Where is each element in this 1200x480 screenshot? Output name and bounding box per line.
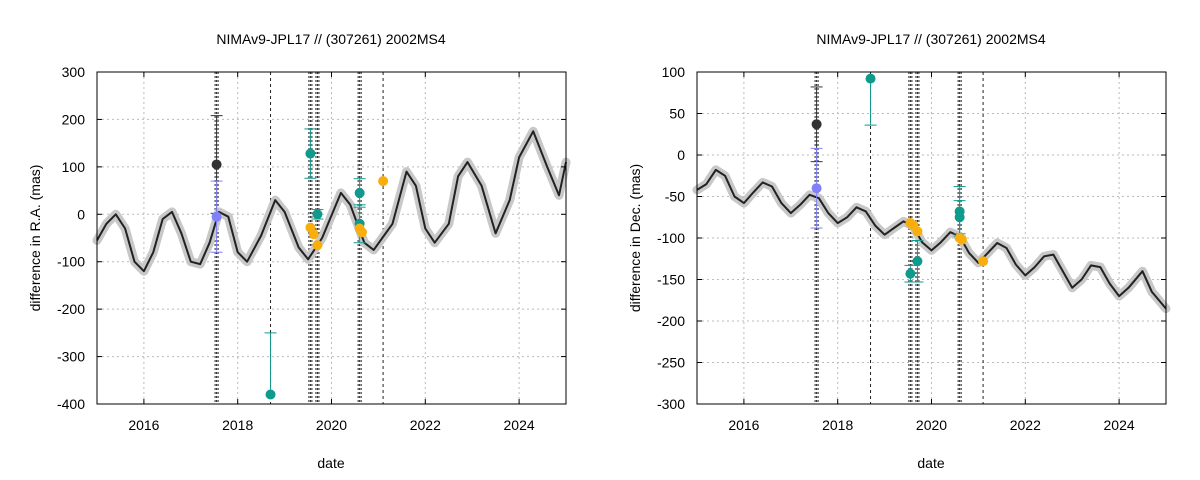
data-point-teal (354, 187, 365, 198)
y-tick-label: -100 (57, 254, 85, 270)
x-tick-label: 2020 (916, 417, 947, 433)
data-point-teal (905, 268, 916, 279)
y-tick-label: -400 (57, 396, 85, 412)
y-tick-label: -50 (665, 189, 685, 205)
data-point-orange (356, 227, 367, 238)
data-point-orange (378, 176, 389, 187)
data-point-orange (312, 240, 323, 251)
data-point-orange (308, 229, 319, 240)
model-curve (696, 168, 1167, 310)
x-tick-label: 2016 (728, 417, 759, 433)
data-points (210, 115, 389, 400)
y-tick-label: -200 (657, 313, 685, 329)
x-tick-label: 2016 (128, 417, 159, 433)
y-tick-label: 100 (62, 159, 86, 175)
y-tick-label: 0 (677, 147, 685, 163)
x-tick-label: 2018 (222, 417, 253, 433)
y-tick-label: 300 (62, 64, 86, 80)
y-tick-label: 50 (669, 106, 685, 122)
y-tick-label: -250 (657, 355, 685, 371)
x-axis-label: date (917, 455, 944, 471)
data-point-black (811, 119, 822, 130)
y-tick-label: -300 (57, 349, 85, 365)
y-tick-label: 200 (62, 111, 86, 127)
data-point-blue (811, 183, 822, 194)
y-tick-label: -300 (657, 396, 685, 412)
data-point-teal (265, 389, 276, 400)
data-points (810, 73, 989, 283)
chart-title: NIMAv9-JPL17 // (307261) 2002MS4 (216, 31, 446, 47)
axis-ticks: -300 -250 -200 -150 -100 -50 0 50 100 2016 2018 202… (657, 64, 1166, 433)
chart-title: NIMAv9-JPL17 // (307261) 2002MS4 (816, 31, 1046, 47)
x-tick-label: 2024 (504, 417, 535, 433)
data-point-teal (305, 148, 316, 159)
data-point-teal (954, 212, 965, 223)
data-point-teal (312, 209, 323, 220)
x-tick-label: 2020 (316, 417, 347, 433)
y-tick-label: -200 (57, 301, 85, 317)
x-tick-label: 2024 (1104, 417, 1135, 433)
gridlines (97, 72, 566, 404)
model-curve (96, 130, 567, 273)
x-tick-label: 2022 (1010, 417, 1041, 433)
event-lines (814, 72, 984, 404)
data-point-orange (912, 226, 923, 237)
data-point-orange (956, 234, 967, 245)
x-tick-label: 2018 (822, 417, 853, 433)
x-tick-label: 2022 (410, 417, 441, 433)
y-tick-label: -150 (657, 272, 685, 288)
y-axis-label: difference in R.A. (mas) (27, 165, 43, 312)
ra-chart: NIMAv9-JPL17 // (307261) 2002MS4 date di… (27, 31, 571, 471)
axis-ticks: -400 -300 -200 -100 0 100 200 300 2016 2018 2020 20… (57, 64, 566, 433)
data-point-orange (978, 256, 989, 267)
dec-chart: NIMAv9-JPL17 // (307261) 2002MS4 date di… (627, 31, 1171, 471)
y-tick-label: 0 (77, 206, 85, 222)
data-point-black (211, 159, 222, 170)
y-tick-label: -100 (657, 230, 685, 246)
data-point-teal (865, 73, 876, 84)
y-tick-label: 100 (662, 64, 686, 80)
x-axis-label: date (317, 455, 344, 471)
data-point-teal (912, 256, 923, 267)
y-axis-label: difference in Dec. (mas) (627, 164, 643, 312)
data-point-blue (211, 211, 222, 222)
gridlines (697, 72, 1166, 404)
